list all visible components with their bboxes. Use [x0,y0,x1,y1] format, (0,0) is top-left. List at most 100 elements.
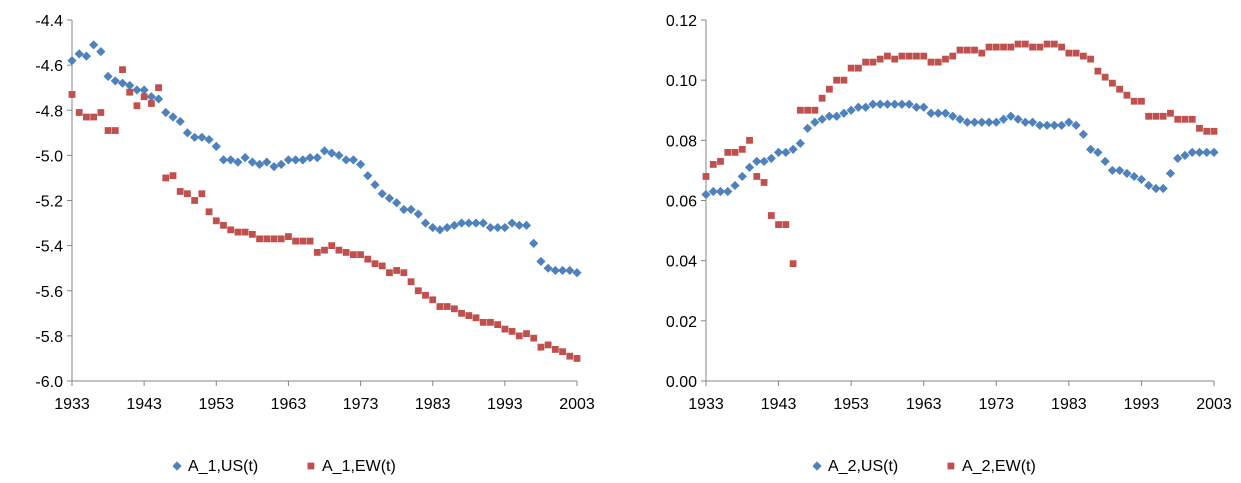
data-point [1049,120,1059,130]
data-point [501,325,509,333]
y-tick-label: 0.04 [666,254,697,271]
data-point [905,52,913,60]
data-point [824,111,834,121]
data-point [1109,79,1116,87]
data-point [494,321,502,328]
data-point [335,246,343,254]
data-point [782,221,790,228]
data-point [1101,73,1109,81]
data-point [891,55,899,63]
x-tick-label: 1973 [978,396,1014,413]
data-point [737,171,747,182]
data-point [709,161,717,168]
data-point [862,58,870,66]
data-point [825,85,833,93]
data-point [977,117,987,127]
legend: A_1,US(t) A_1,EW(t) [172,458,396,475]
data-point [191,197,199,204]
y-tick-label: -5.8 [35,329,63,346]
data-point [804,106,811,114]
data-point [955,114,965,124]
data-point [1180,150,1190,160]
series-us [701,99,1219,200]
data-point [458,309,465,317]
y-tick-label: -6.0 [35,374,63,391]
data-point [371,260,379,268]
data-point [1027,117,1038,127]
data-point [781,147,791,157]
data-point [911,102,922,112]
data-point [818,94,826,102]
data-point [277,235,285,243]
data-point [1086,144,1096,154]
data-point [153,94,164,104]
data-point [485,222,496,233]
x-tick-label: 1933 [688,396,724,413]
data-point [306,237,314,245]
data-point [984,117,994,127]
data-point [1194,147,1205,157]
data-point [1078,129,1088,139]
data-point [789,260,797,268]
data-point [566,352,574,360]
data-point [920,52,928,60]
legend-marker [172,461,182,471]
data-point [270,235,278,243]
data-point [1094,67,1102,75]
data-point [126,88,134,96]
data-point [926,108,936,118]
data-point [133,102,141,110]
data-point [767,212,775,219]
data-point [998,114,1009,124]
data-point [169,172,177,180]
data-point [342,248,350,256]
data-point [81,51,92,61]
y-tick-label: -5.0 [35,148,63,165]
data-point [364,255,372,263]
data-point [544,341,552,349]
data-point [514,220,524,230]
data-point [436,303,444,310]
data-point [67,56,77,66]
data-point [537,343,545,351]
data-point [876,55,884,63]
data-point [487,318,494,326]
data-point [117,78,128,88]
x-tick-label: 1943 [761,396,797,413]
data-point [429,296,437,304]
legend-label: A_2,EW(t) [962,458,1036,475]
y-tick-label: 0.06 [666,194,697,211]
y-tick-label: -4.8 [35,103,63,120]
data-point [969,117,980,127]
data-point [140,93,148,101]
data-point [1050,40,1058,48]
data-point [536,256,546,267]
data-point [292,237,300,245]
data-point [1188,115,1196,123]
data-point [472,314,480,322]
data-point [1136,174,1147,185]
data-point [730,180,740,191]
data-point [355,159,366,169]
data-point [479,318,487,326]
data-point [992,43,1000,51]
x-tick-label: 1983 [415,396,451,413]
data-point [182,128,193,138]
data-point [1087,55,1095,63]
data-point [811,106,819,114]
data-point [176,188,184,195]
data-point [348,155,358,165]
data-point [1130,97,1138,105]
data-point [1072,49,1080,57]
data-point [775,221,782,228]
x-tick-label: 1963 [906,396,942,413]
data-point [1079,52,1087,60]
data-point [155,84,162,92]
data-point [334,150,344,160]
y-tick-label: -5.2 [35,194,63,211]
legend-marker [307,462,315,470]
data-point [702,173,710,180]
x-tick-label: 1993 [487,396,523,413]
data-point [839,108,849,118]
